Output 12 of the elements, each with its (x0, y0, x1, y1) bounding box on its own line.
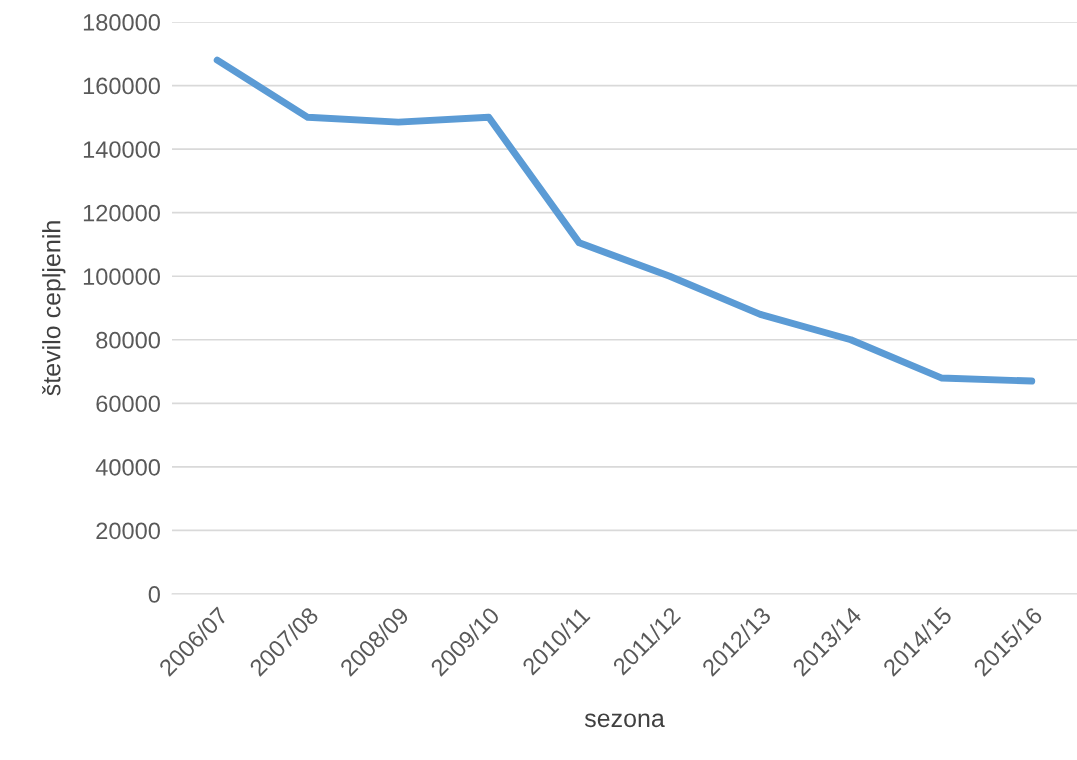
y-tick-label: 180000 (83, 14, 160, 31)
y-tick-label: 0 (148, 586, 160, 603)
x-axis-title: sezona (584, 713, 665, 728)
y-tick-label: 120000 (83, 204, 160, 222)
y-tick-label: 100000 (83, 268, 160, 286)
y-tick-label: 160000 (83, 77, 160, 95)
y-tick-label: 140000 (83, 141, 160, 158)
y-tick-label: 60000 (96, 395, 160, 413)
y-tick-label: 20000 (96, 522, 160, 540)
y-axis-title: število cepljenih (42, 221, 66, 396)
y-tick-label: 80000 (96, 331, 160, 349)
y-tick-label: 40000 (95, 458, 160, 476)
